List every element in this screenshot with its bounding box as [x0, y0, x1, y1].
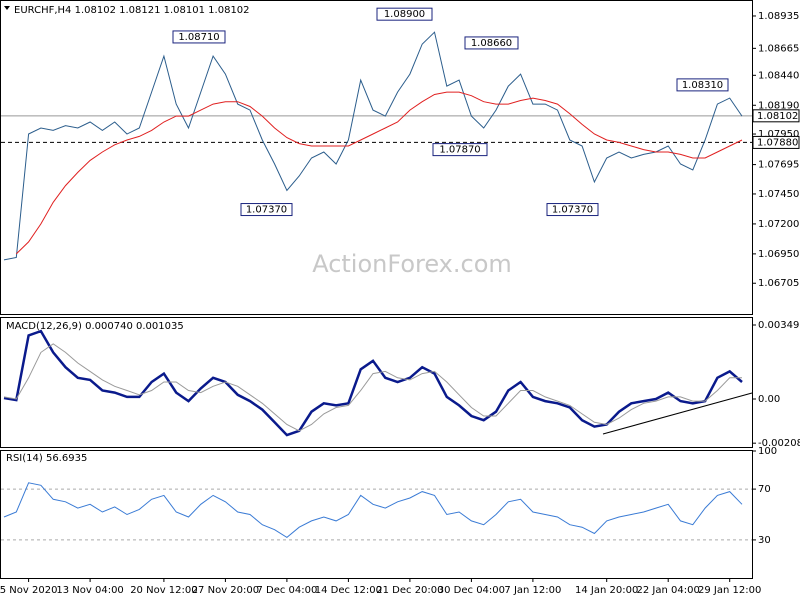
price-tag-label: 1.08102 — [757, 111, 798, 122]
annotation-label: 1.07370 — [246, 205, 287, 216]
rsi-title: RSI(14) 56.6935 — [6, 453, 87, 464]
price-tag — [752, 135, 800, 149]
series-line — [3, 31, 743, 261]
y-tick-label: 1.07695 — [758, 160, 799, 171]
y-tick-label: 1.07450 — [758, 189, 799, 200]
y-tick-label: 0.00349 — [758, 320, 799, 331]
x-tick-label: 5 Nov 2020 — [0, 585, 57, 596]
annotation-box — [376, 7, 433, 21]
series-line — [3, 329, 743, 437]
price-title: EURCHF,H4 1.08102 1.08121 1.08101 1.0810… — [14, 5, 250, 16]
y-tick-label: 1.08190 — [758, 100, 799, 111]
trend-line — [602, 392, 753, 435]
y-tick-label: 70 — [758, 484, 771, 495]
y-tick-label: 1.08440 — [758, 70, 799, 81]
y-tick-label: 1.08935 — [758, 11, 799, 22]
y-tick-label: 1.07200 — [758, 219, 799, 230]
x-tick-label: 27 Nov 20:00 — [192, 585, 259, 596]
x-tick-label: 20 Nov 12:00 — [130, 585, 197, 596]
annotation-box — [432, 143, 488, 157]
y-tick-label: 1.08665 — [758, 43, 799, 54]
macd-title: MACD(12,26,9) 0.000740 0.001035 — [6, 321, 184, 332]
y-tick-label: 0.00 — [758, 394, 780, 405]
price-panel — [0, 0, 753, 315]
annotation-box — [172, 30, 226, 44]
annotation-box — [546, 203, 599, 217]
x-tick-label: 7 Dec 04:00 — [256, 585, 317, 596]
annotation-label: 1.07370 — [552, 205, 593, 216]
rsi-panel — [0, 450, 753, 579]
annotation-label: 1.08660 — [471, 38, 512, 49]
y-tick-label: 1.07950 — [758, 129, 799, 140]
x-tick-label: 7 Jan 12:00 — [504, 585, 561, 596]
y-tick-label: 1.06950 — [758, 249, 799, 260]
annotation-box — [464, 36, 519, 50]
annotation-label: 1.08900 — [384, 9, 425, 20]
y-tick-label: 100 — [758, 446, 777, 457]
x-tick-label: 21 Dec 20:00 — [376, 585, 443, 596]
price-tag-label: 1.07880 — [757, 137, 798, 148]
annotation-box — [676, 78, 729, 92]
watermark: ActionForex.com — [312, 250, 512, 278]
annotation-label: 1.07870 — [439, 145, 480, 156]
series-line — [3, 343, 742, 432]
price-tag — [752, 109, 800, 123]
menu-arrow — [4, 6, 10, 10]
macd-panel — [0, 317, 753, 448]
x-tick-label: 14 Jan 20:00 — [575, 585, 638, 596]
annotation-label: 1.08710 — [178, 32, 219, 43]
x-tick-label: 30 Dec 04:00 — [438, 585, 505, 596]
y-tick-label: 30 — [758, 535, 771, 546]
y-tick-label: -0.002083 — [758, 438, 800, 449]
series-line — [15, 91, 743, 255]
x-tick-label: 13 Nov 04:00 — [56, 585, 123, 596]
annotation-label: 1.08310 — [682, 80, 723, 91]
annotation-box — [240, 203, 293, 217]
x-tick-label: 14 Dec 12:00 — [315, 585, 382, 596]
x-tick-label: 29 Jan 12:00 — [698, 585, 761, 596]
y-tick-label: 1.06705 — [758, 278, 799, 289]
x-tick-label: 22 Jan 04:00 — [637, 585, 700, 596]
series-line — [3, 482, 743, 539]
